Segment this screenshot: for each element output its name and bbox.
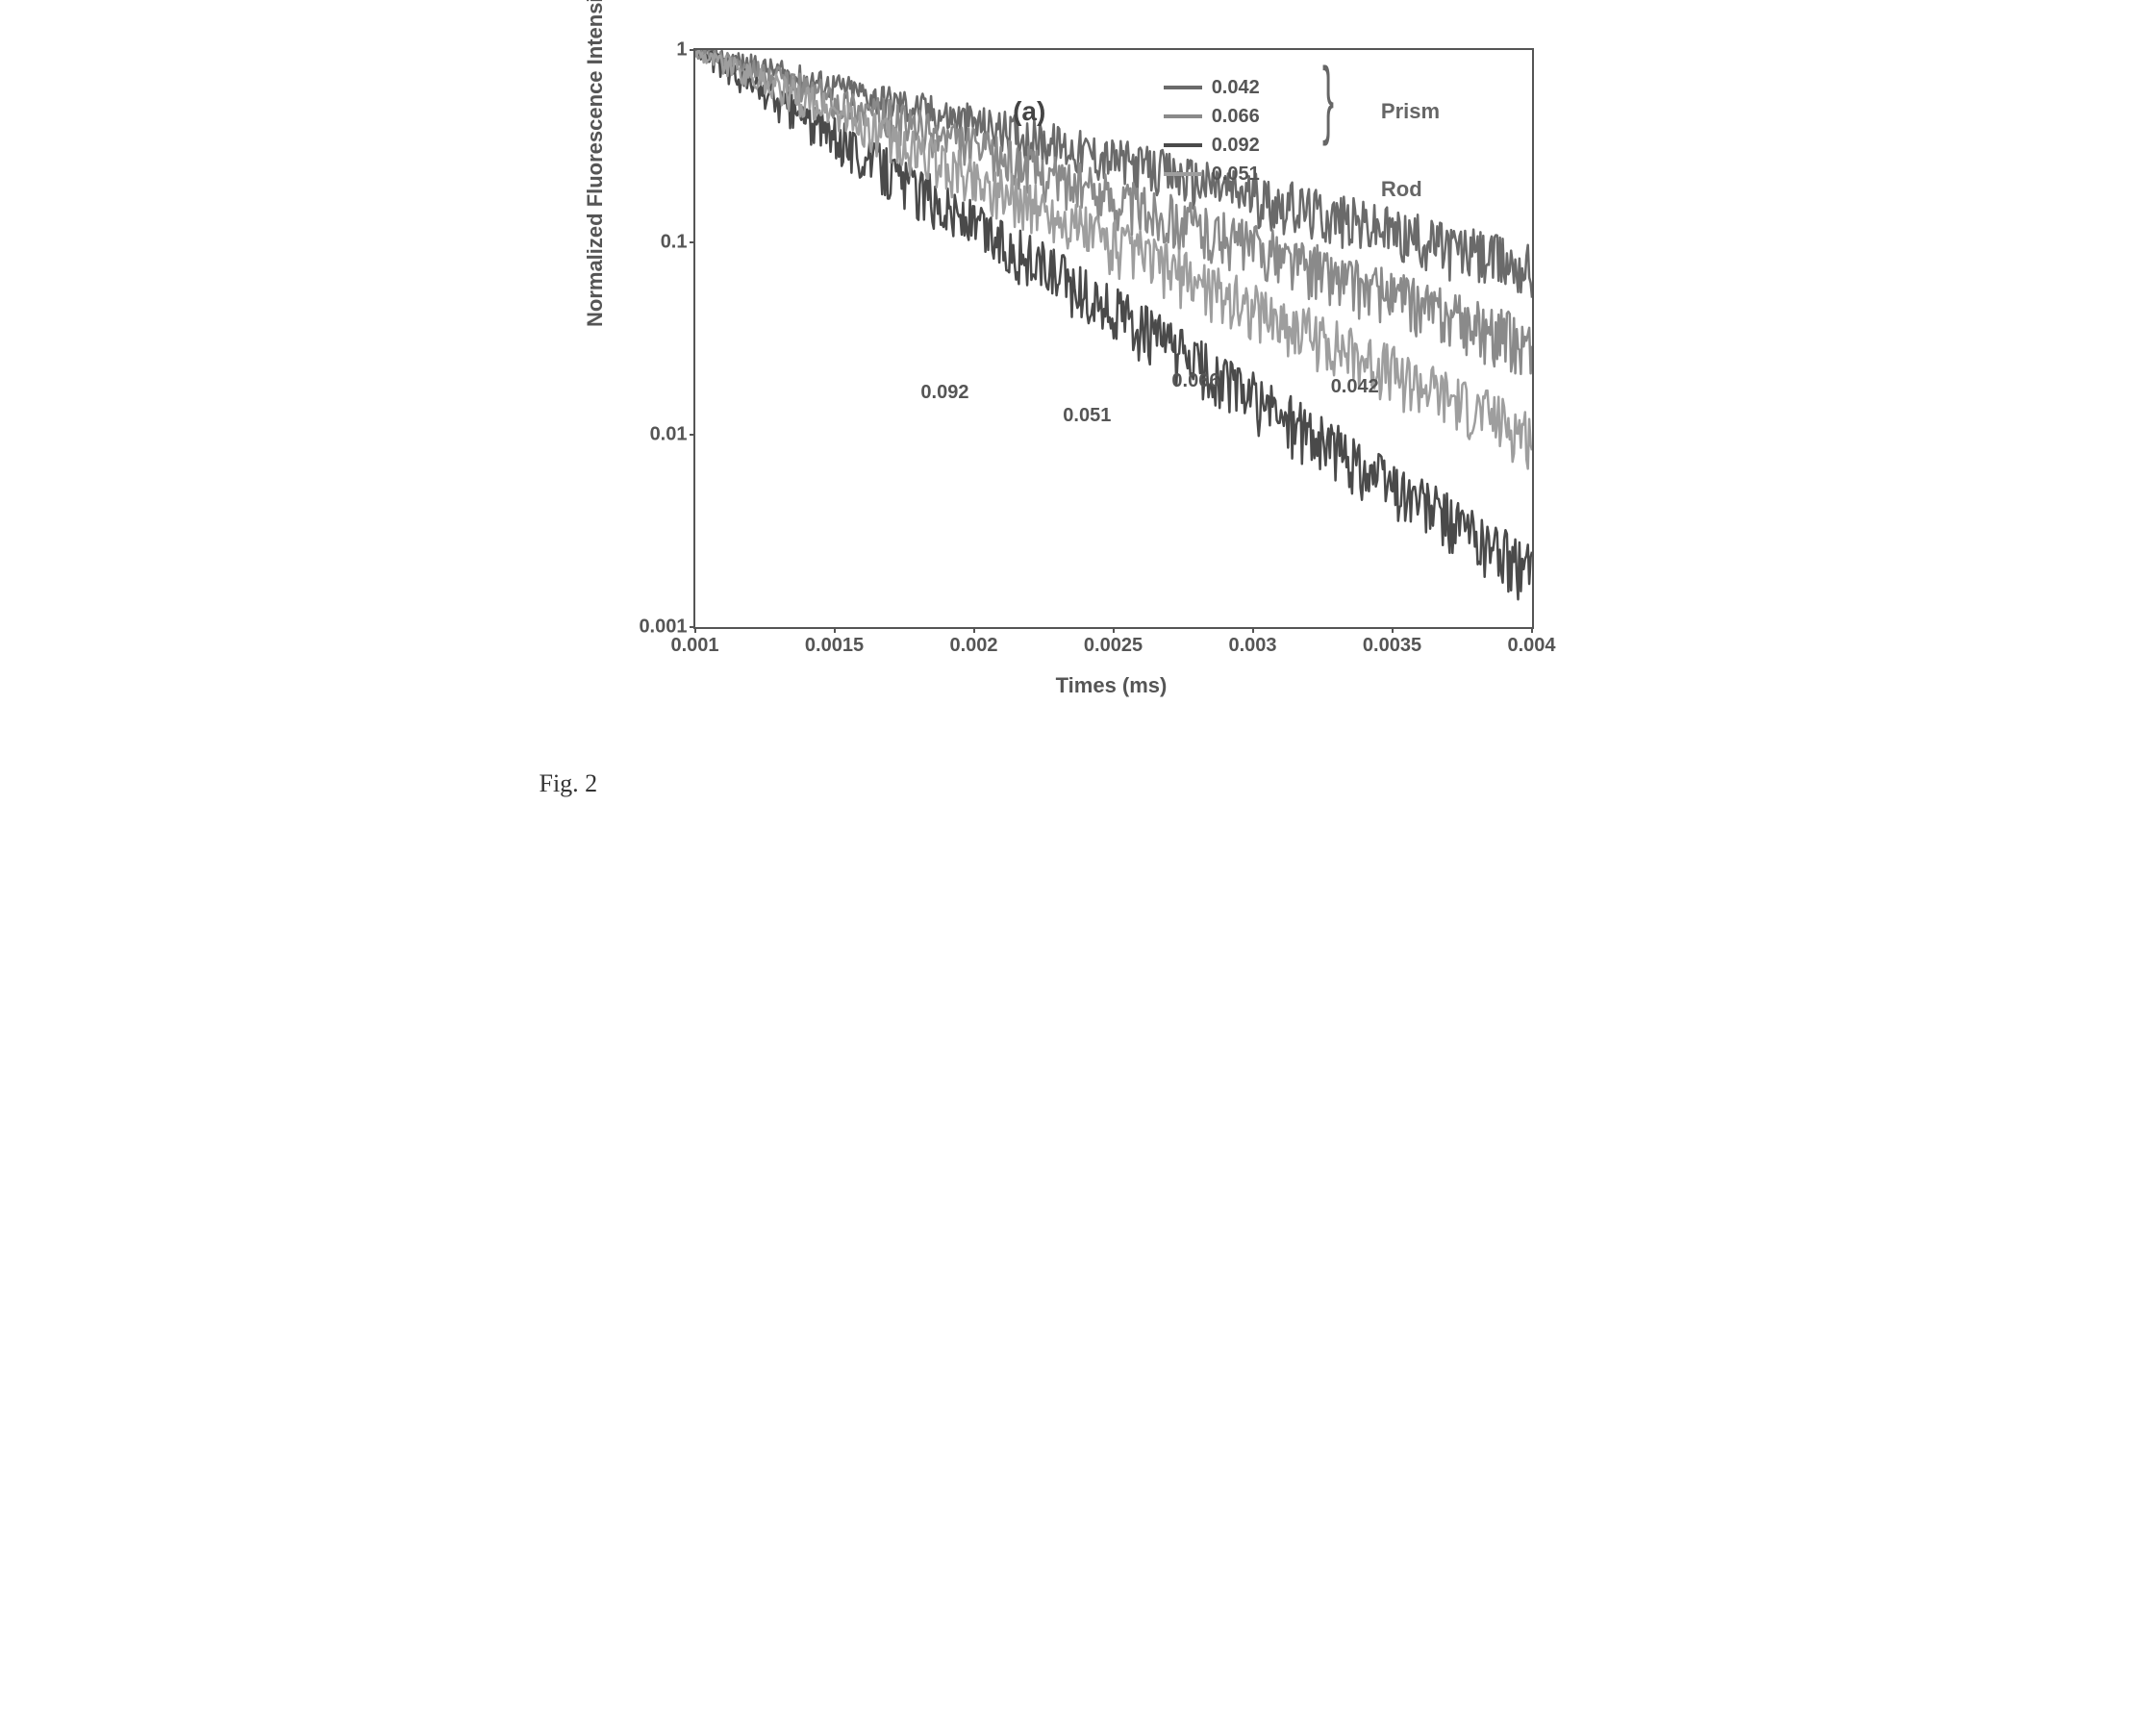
legend-item: 0.042 — [1164, 73, 1260, 102]
legend-label: 0.042 — [1212, 77, 1260, 99]
y-tick-label: 0.1 — [620, 232, 688, 254]
legend-label: 0.051 — [1212, 164, 1260, 186]
legend-label: 0.092 — [1212, 135, 1260, 157]
legend-group-rod: Rod — [1381, 177, 1422, 202]
x-tick-label: 0.004 — [1507, 635, 1555, 657]
curve-label: 0.066 — [1171, 370, 1219, 392]
x-tick-label: 0.003 — [1228, 635, 1276, 657]
x-tick-label: 0.0025 — [1084, 635, 1143, 657]
legend-swatch — [1164, 172, 1202, 176]
x-axis-label: Times (ms) — [693, 673, 1530, 698]
panel-label: (a) — [1013, 96, 1045, 127]
legend-item: 0.051 — [1164, 160, 1260, 189]
legend-swatch — [1164, 143, 1202, 147]
x-tick-label: 0.0035 — [1363, 635, 1421, 657]
legend-brace: } — [1322, 56, 1334, 142]
legend-item: 0.066 — [1164, 102, 1260, 131]
plot-box: (a) 0.042 0.066 0.092 0.051 } Prism Rod 0.0… — [693, 48, 1534, 629]
x-tick-label: 0.001 — [670, 635, 718, 657]
y-axis-label: Normalized Fluorescence Intensity (a.u.) — [583, 0, 608, 327]
chart-area: Normalized Fluorescence Intensity (a.u.)… — [616, 38, 1578, 712]
curve-label: 0.042 — [1331, 376, 1379, 398]
curve-label: 0.051 — [1063, 405, 1111, 427]
legend: 0.042 0.066 0.092 0.051 — [1164, 73, 1260, 189]
legend-swatch — [1164, 86, 1202, 89]
curve-label: 0.092 — [920, 382, 968, 404]
series-prism_0.092 — [695, 50, 1532, 599]
legend-label: 0.066 — [1212, 106, 1260, 128]
legend-item: 0.092 — [1164, 131, 1260, 160]
y-tick-label: 1 — [620, 39, 688, 62]
x-tick-label: 0.002 — [949, 635, 997, 657]
x-tick-label: 0.0015 — [805, 635, 864, 657]
legend-group-prism: Prism — [1381, 99, 1440, 124]
y-tick-label: 0.01 — [620, 424, 688, 446]
legend-swatch — [1164, 114, 1202, 118]
figure-container: Normalized Fluorescence Intensity (a.u.)… — [540, 38, 1597, 798]
plot-svg — [695, 50, 1532, 627]
figure-caption: Fig. 2 — [540, 769, 1597, 798]
